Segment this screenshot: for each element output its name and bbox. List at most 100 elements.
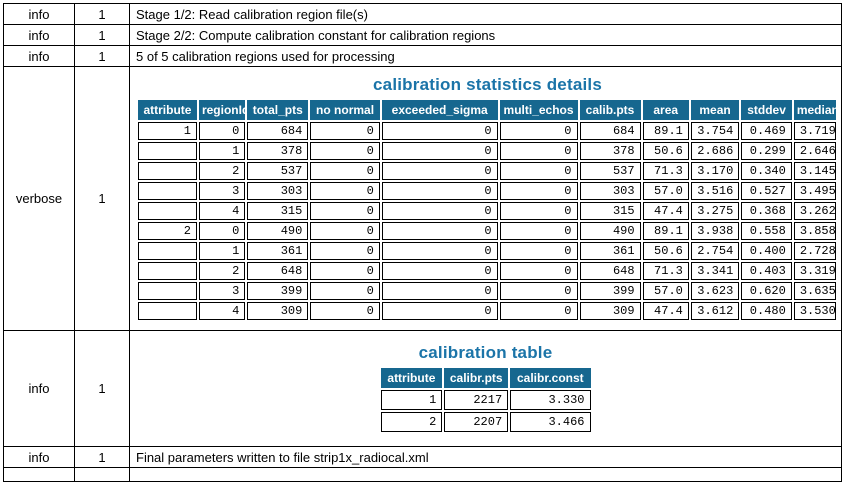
table-cell: 2217 bbox=[444, 390, 509, 410]
table-cell: 1 bbox=[380, 390, 443, 410]
table-cell: 89.1 bbox=[642, 222, 689, 240]
table-cell: 361 bbox=[579, 242, 641, 260]
table-cell: 2.728 bbox=[793, 242, 836, 260]
table-cell: 2 bbox=[380, 412, 443, 432]
table-cell: 0.299 bbox=[741, 142, 792, 160]
log-row: info 1 calibration table attribute calibr… bbox=[3, 330, 842, 447]
table-cell: 2.646 bbox=[793, 142, 836, 160]
log-level-cell: verbose bbox=[3, 66, 75, 331]
table-cell: 315 bbox=[579, 202, 641, 220]
table-cell: 0 bbox=[381, 122, 498, 140]
column-header: calibr.const bbox=[510, 368, 591, 388]
table-cell: 50.6 bbox=[642, 242, 689, 260]
table-cell: 0 bbox=[310, 162, 380, 180]
column-header: attribute bbox=[380, 368, 443, 388]
table-cell: 3.719 bbox=[793, 122, 836, 140]
table-cell: 309 bbox=[247, 302, 309, 320]
table-cell: 2.686 bbox=[690, 142, 740, 160]
table-cell: 0.368 bbox=[741, 202, 792, 220]
log-level-cell bbox=[3, 467, 75, 482]
table-cell: 1 bbox=[198, 142, 246, 160]
table-cell: 47.4 bbox=[642, 202, 689, 220]
table-cell: 3.635 bbox=[793, 282, 836, 300]
log-level-cell: info bbox=[3, 45, 75, 67]
column-header: multi_echos bbox=[499, 100, 578, 120]
log-count-cell: 1 bbox=[74, 3, 130, 25]
table-cell: 0 bbox=[310, 182, 380, 200]
table-header-row: attribute regionId total_pts no normal excee… bbox=[138, 100, 836, 120]
table-cell: 0 bbox=[499, 302, 578, 320]
table-cell bbox=[138, 262, 197, 280]
table-cell: 2207 bbox=[444, 412, 509, 432]
calibration-statistics-block: calibration statistics details attribute… bbox=[136, 75, 839, 322]
table-cell: 71.3 bbox=[642, 162, 689, 180]
table-cell: 0 bbox=[310, 242, 380, 260]
table-cell: 3.754 bbox=[690, 122, 740, 140]
log-message-cell: calibration statistics details attribute… bbox=[129, 66, 842, 331]
table-cell: 0 bbox=[499, 282, 578, 300]
log-message-cell: Final parameters written to file strip1x… bbox=[129, 446, 842, 468]
table-cell: 3.623 bbox=[690, 282, 740, 300]
table-cell: 0.620 bbox=[741, 282, 792, 300]
table-cell: 0 bbox=[381, 282, 498, 300]
table-cell: 4 bbox=[198, 202, 246, 220]
column-header: mean bbox=[690, 100, 740, 120]
table-cell: 361 bbox=[247, 242, 309, 260]
calibration-table-block: calibration table attribute calibr.pts cal… bbox=[371, 343, 601, 434]
table-cell: 0 bbox=[310, 302, 380, 320]
table-cell: 0 bbox=[381, 162, 498, 180]
column-header: calibr.pts bbox=[444, 368, 509, 388]
table-cell: 3.275 bbox=[690, 202, 740, 220]
table-cell: 303 bbox=[579, 182, 641, 200]
log-message-cell: Stage 2/2: Compute calibration constant … bbox=[129, 24, 842, 46]
table-cell: 3.145 bbox=[793, 162, 836, 180]
log-row: info 1 Stage 2/2: Compute calibration co… bbox=[3, 24, 842, 46]
table-cell: 3.466 bbox=[510, 412, 591, 432]
table-cell: 0 bbox=[381, 242, 498, 260]
table-cell: 315 bbox=[247, 202, 309, 220]
table-cell: 1 bbox=[138, 122, 197, 140]
table-cell: 3.612 bbox=[690, 302, 740, 320]
log-message-cell: calibration table attribute calibr.pts cal… bbox=[129, 330, 842, 447]
table-cell: 648 bbox=[579, 262, 641, 280]
table-cell: 1 bbox=[198, 242, 246, 260]
table-cell: 50.6 bbox=[642, 142, 689, 160]
table-cell: 47.4 bbox=[642, 302, 689, 320]
table-cell: 0 bbox=[310, 262, 380, 280]
table-cell: 378 bbox=[579, 142, 641, 160]
table-cell: 0 bbox=[310, 202, 380, 220]
table-cell: 3 bbox=[198, 282, 246, 300]
table-cell bbox=[138, 182, 197, 200]
table-cell: 0.469 bbox=[741, 122, 792, 140]
log-level-cell: info bbox=[3, 3, 75, 25]
table-cell: 4 bbox=[198, 302, 246, 320]
table-cell: 0.480 bbox=[741, 302, 792, 320]
log-count-cell bbox=[74, 467, 130, 482]
table-cell: 3.262 bbox=[793, 202, 836, 220]
log-message-cell bbox=[129, 467, 842, 482]
table-cell: 399 bbox=[247, 282, 309, 300]
table-row: 2 0 490 0 0 0 490 89.1 3.938 0.558 3.858 bbox=[138, 222, 836, 240]
log-table: info 1 Stage 1/2: Read calibration regio… bbox=[3, 3, 842, 482]
table-row: 2 2207 3.466 bbox=[380, 412, 591, 432]
table-cell: 0 bbox=[198, 122, 246, 140]
table-cell: 309 bbox=[579, 302, 641, 320]
table-cell: 684 bbox=[579, 122, 641, 140]
calibration-statistics-table: attribute regionId total_pts no normal excee… bbox=[136, 98, 838, 322]
table-cell: 0 bbox=[499, 162, 578, 180]
table-cell: 537 bbox=[247, 162, 309, 180]
table-cell: 0 bbox=[381, 182, 498, 200]
table-cell: 684 bbox=[247, 122, 309, 140]
table-cell: 3.170 bbox=[690, 162, 740, 180]
table-row: 2 537 0 0 0 537 71.3 3.170 0.340 3.145 bbox=[138, 162, 836, 180]
table-cell: 0 bbox=[499, 222, 578, 240]
calibration-table: attribute calibr.pts calibr.const 1 2217 3.3… bbox=[379, 366, 593, 434]
table-cell: 3.938 bbox=[690, 222, 740, 240]
log-message-cell: Stage 1/2: Read calibration region file(… bbox=[129, 3, 842, 25]
log-row: info 1 5 of 5 calibration regions used f… bbox=[3, 45, 842, 67]
table-cell: 0 bbox=[381, 202, 498, 220]
table-cell: 3.858 bbox=[793, 222, 836, 240]
log-level-cell: info bbox=[3, 446, 75, 468]
log-count-cell: 1 bbox=[74, 24, 130, 46]
table-cell bbox=[138, 282, 197, 300]
